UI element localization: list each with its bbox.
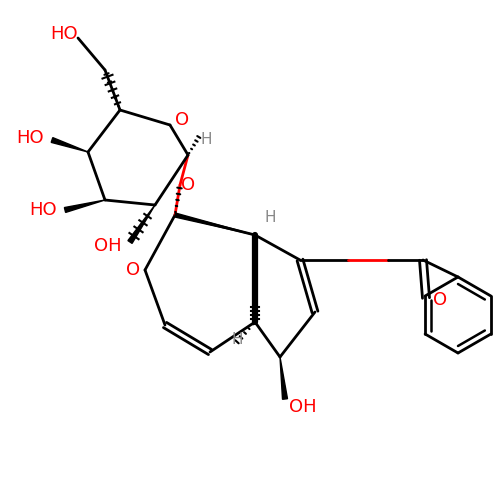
- Text: O: O: [181, 176, 195, 194]
- Text: H: H: [264, 210, 276, 224]
- Text: OH: OH: [289, 398, 317, 416]
- Text: O: O: [126, 261, 140, 279]
- Polygon shape: [128, 205, 155, 244]
- Text: HO: HO: [29, 201, 57, 219]
- Text: O: O: [175, 111, 189, 129]
- Polygon shape: [174, 213, 255, 235]
- Text: HO: HO: [16, 129, 44, 147]
- Text: H: H: [231, 332, 243, 347]
- Text: O: O: [433, 291, 447, 309]
- Polygon shape: [280, 357, 287, 400]
- Text: OH: OH: [94, 237, 122, 255]
- Polygon shape: [64, 200, 105, 212]
- Text: HO: HO: [50, 25, 78, 43]
- Text: H: H: [200, 132, 212, 148]
- Polygon shape: [51, 138, 88, 152]
